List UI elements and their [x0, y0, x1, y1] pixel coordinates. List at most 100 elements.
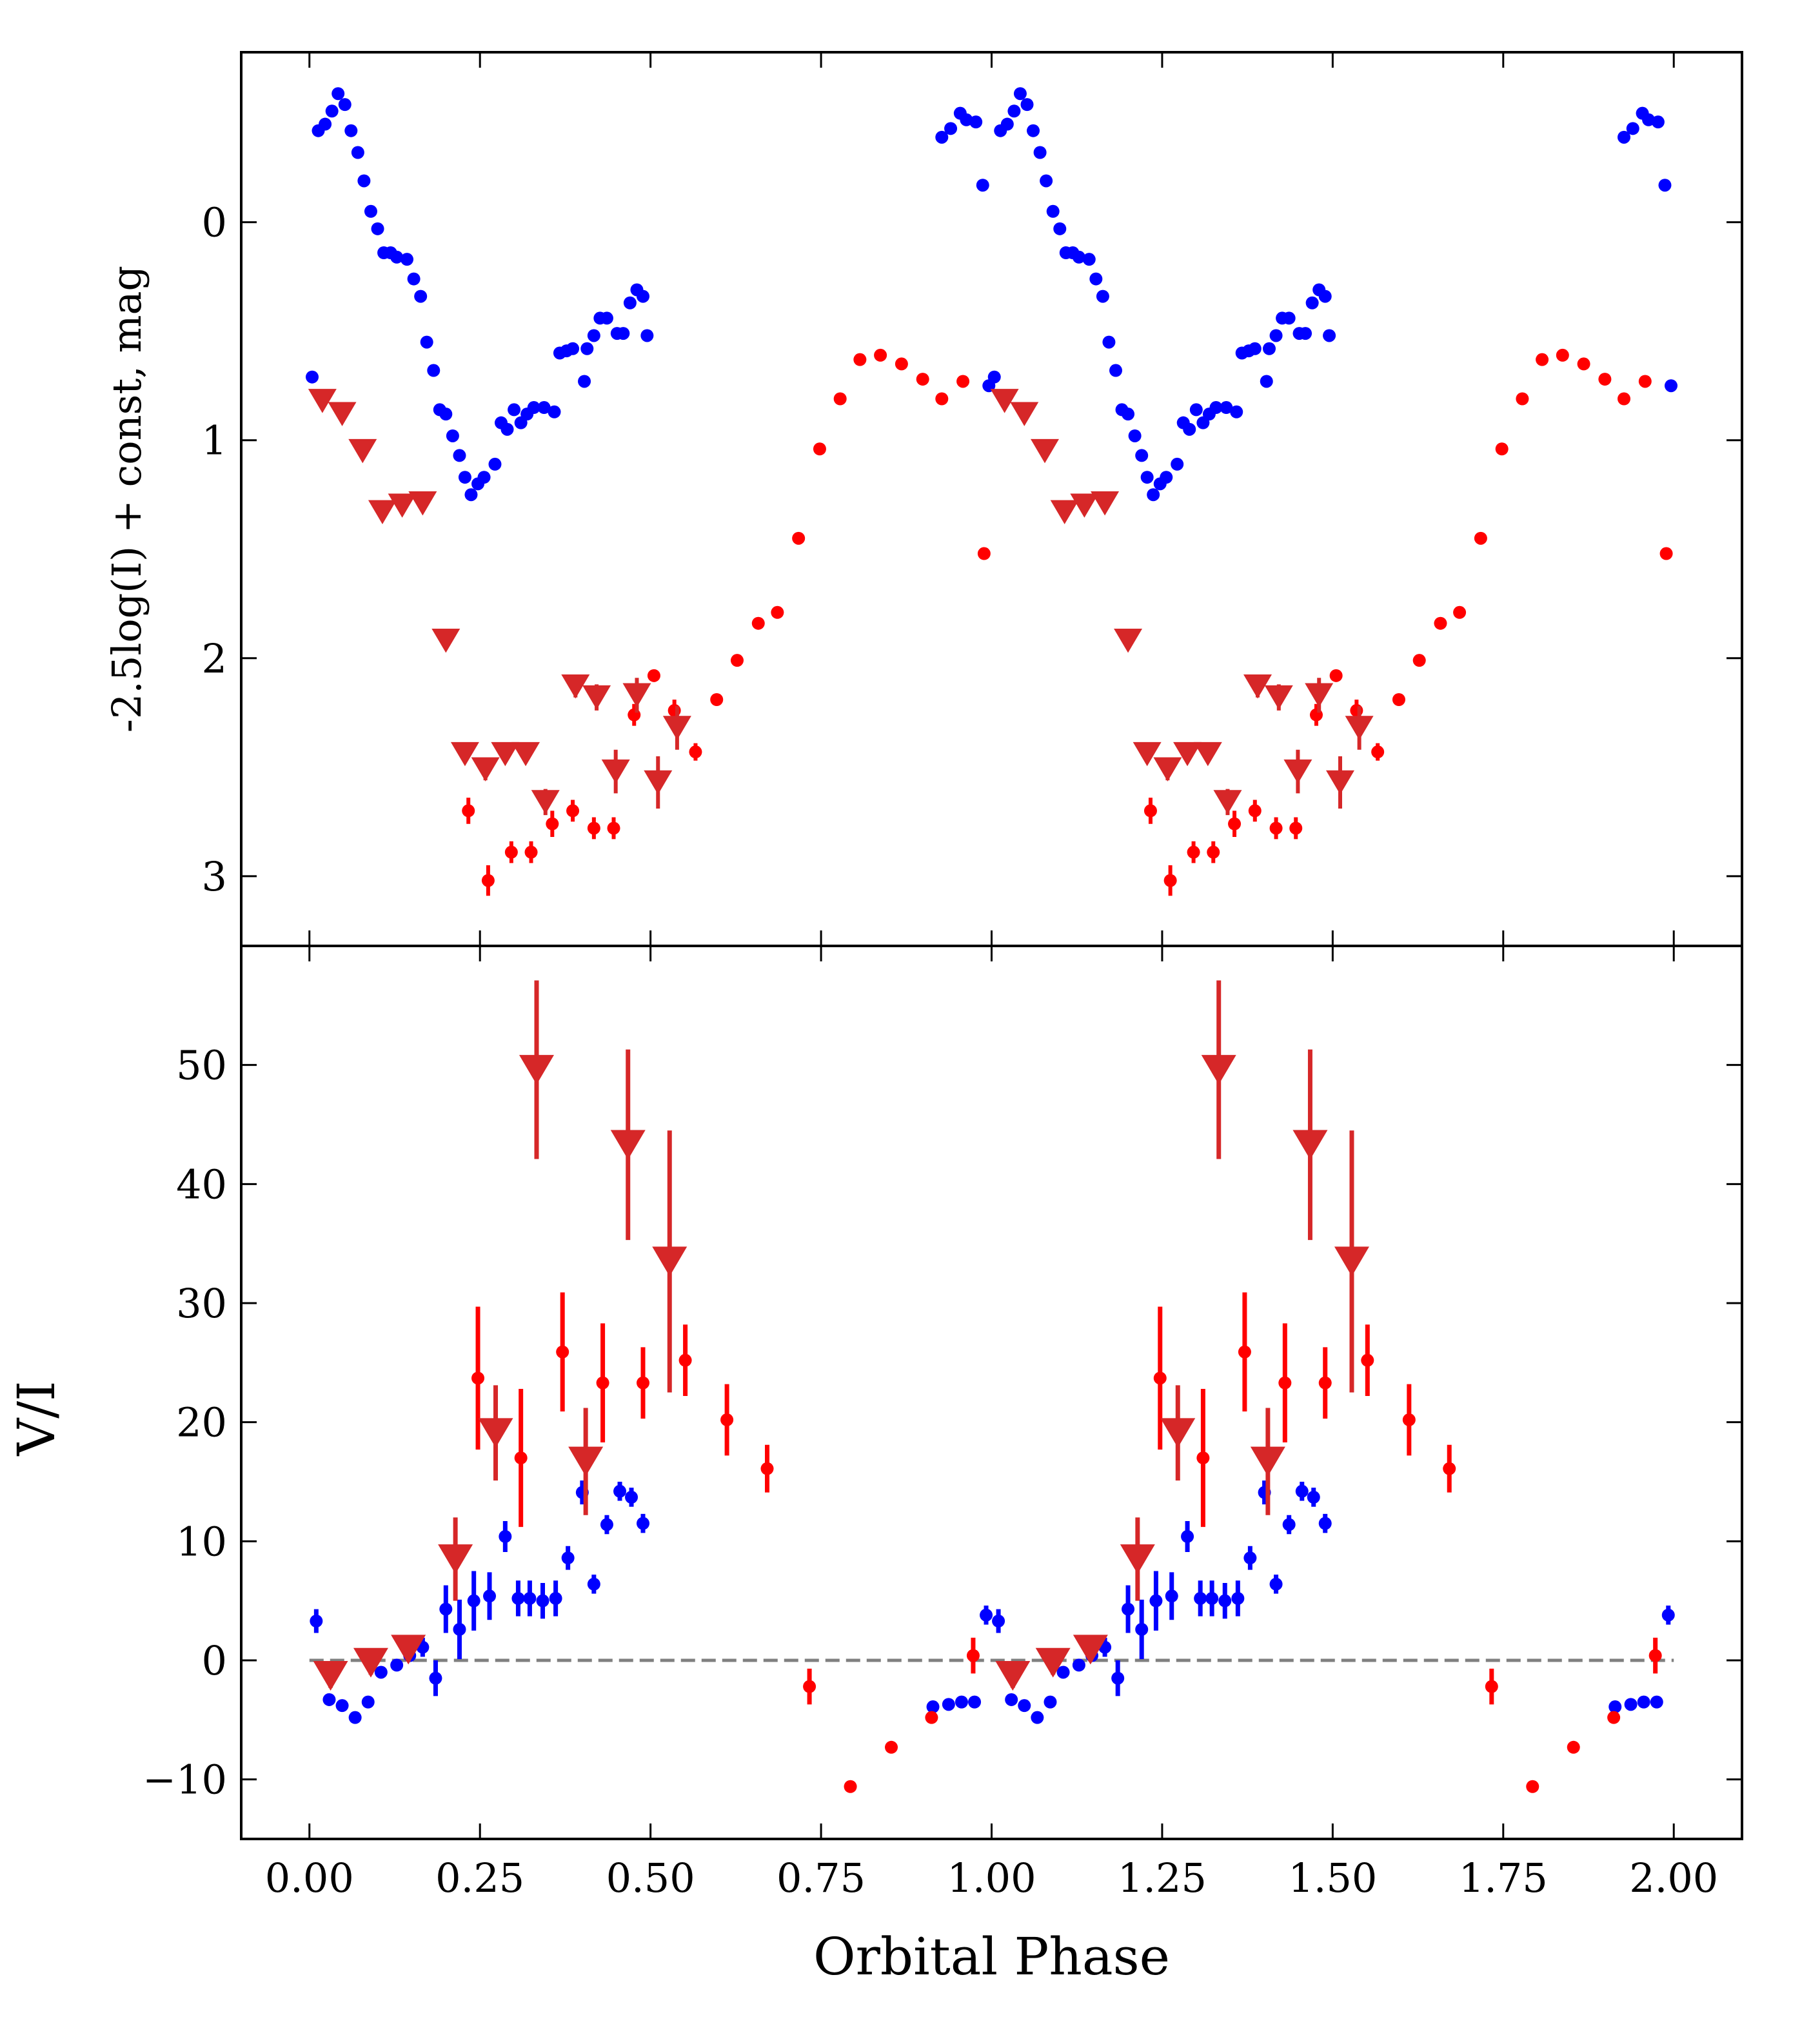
point	[527, 401, 540, 415]
point	[1160, 471, 1173, 484]
upper-limit-marker	[622, 683, 651, 707]
y-tick-label: 1	[202, 417, 227, 464]
point	[1392, 693, 1405, 707]
upper-limit-marker	[531, 790, 560, 814]
point	[1205, 1591, 1219, 1605]
y-tick-label: 0	[202, 199, 227, 246]
point	[1318, 290, 1332, 303]
x-tick-label: 2.00	[1629, 1854, 1718, 1902]
point	[935, 392, 949, 406]
point	[1243, 1551, 1257, 1565]
point	[1260, 375, 1273, 388]
point	[500, 422, 514, 436]
upper-limit-marker	[368, 500, 397, 524]
point	[306, 370, 319, 384]
y-tick-label: 10	[176, 1518, 227, 1565]
upper-limit-marker	[1334, 1246, 1369, 1277]
point	[371, 222, 384, 235]
panel: −10 0 10 20 30 40 50 0.00 0.25 0.50 0.75 1.00 1.25 1.…	[6, 945, 1743, 1987]
point	[1361, 1353, 1374, 1367]
y-tick-label: 20	[176, 1399, 227, 1446]
point	[1526, 1780, 1539, 1793]
point	[1624, 1698, 1638, 1711]
point	[325, 104, 339, 118]
point	[511, 1591, 525, 1605]
y-tick-label: 2	[202, 635, 227, 682]
upper-limit-marker	[652, 1246, 688, 1277]
point	[1196, 1451, 1210, 1465]
upper-limit-marker	[1035, 1647, 1071, 1678]
point	[523, 1591, 537, 1605]
y-tick-label: −10	[143, 1756, 227, 1803]
point	[977, 547, 991, 560]
point	[1637, 1695, 1650, 1709]
point	[429, 1671, 442, 1685]
point	[524, 845, 538, 859]
point	[1230, 405, 1243, 418]
point	[1659, 547, 1673, 560]
point	[600, 1518, 613, 1531]
point	[1495, 442, 1509, 456]
upper-limit-marker	[644, 770, 673, 795]
point	[1323, 329, 1336, 342]
point	[488, 457, 502, 471]
point	[1220, 401, 1233, 415]
point	[1005, 1693, 1018, 1706]
upper-limit-marker	[328, 402, 357, 426]
point	[1128, 429, 1142, 442]
point	[955, 1695, 968, 1709]
point	[481, 874, 495, 887]
point	[1329, 669, 1343, 682]
point	[1238, 1345, 1251, 1359]
point	[623, 296, 637, 310]
upper-limit-marker	[471, 757, 500, 781]
point	[1282, 1518, 1296, 1531]
upper-limit-marker	[561, 674, 590, 699]
point	[344, 124, 358, 137]
point	[1007, 104, 1021, 118]
point	[1053, 222, 1067, 235]
point	[1248, 342, 1262, 355]
point	[1194, 1591, 1207, 1605]
point	[885, 1740, 898, 1754]
point	[514, 1451, 528, 1465]
point	[1189, 403, 1203, 417]
point	[464, 488, 478, 502]
point	[751, 616, 765, 630]
upper-limit-marker	[511, 742, 540, 767]
point	[916, 373, 929, 386]
upper-limit-marker	[438, 1544, 473, 1574]
y-tick-label: 50	[176, 1042, 227, 1089]
upper-limit-marker	[491, 742, 520, 767]
point	[439, 1602, 453, 1616]
point	[1648, 1649, 1662, 1662]
point	[1187, 845, 1200, 859]
point	[647, 669, 660, 682]
point	[980, 1608, 993, 1622]
point	[1102, 335, 1116, 349]
point	[1443, 1462, 1456, 1475]
upper-limit-marker	[610, 1130, 646, 1160]
point	[1282, 311, 1296, 325]
point	[1171, 457, 1184, 471]
point	[407, 272, 421, 286]
point	[1165, 1589, 1178, 1603]
point	[710, 693, 724, 707]
point	[566, 342, 580, 355]
point	[1269, 821, 1283, 835]
point	[348, 1711, 362, 1724]
point	[556, 1345, 569, 1359]
point	[1664, 379, 1677, 393]
point	[322, 1693, 336, 1706]
upper-limit-marker	[1264, 685, 1293, 710]
point	[357, 174, 371, 188]
upper-limit-marker	[348, 438, 377, 464]
point	[600, 311, 613, 325]
point	[1516, 392, 1529, 406]
y-tick-label: 40	[176, 1161, 227, 1208]
point	[935, 130, 949, 144]
point	[966, 1649, 980, 1662]
point	[1089, 272, 1103, 286]
y-tick-label: 0	[202, 1637, 227, 1684]
